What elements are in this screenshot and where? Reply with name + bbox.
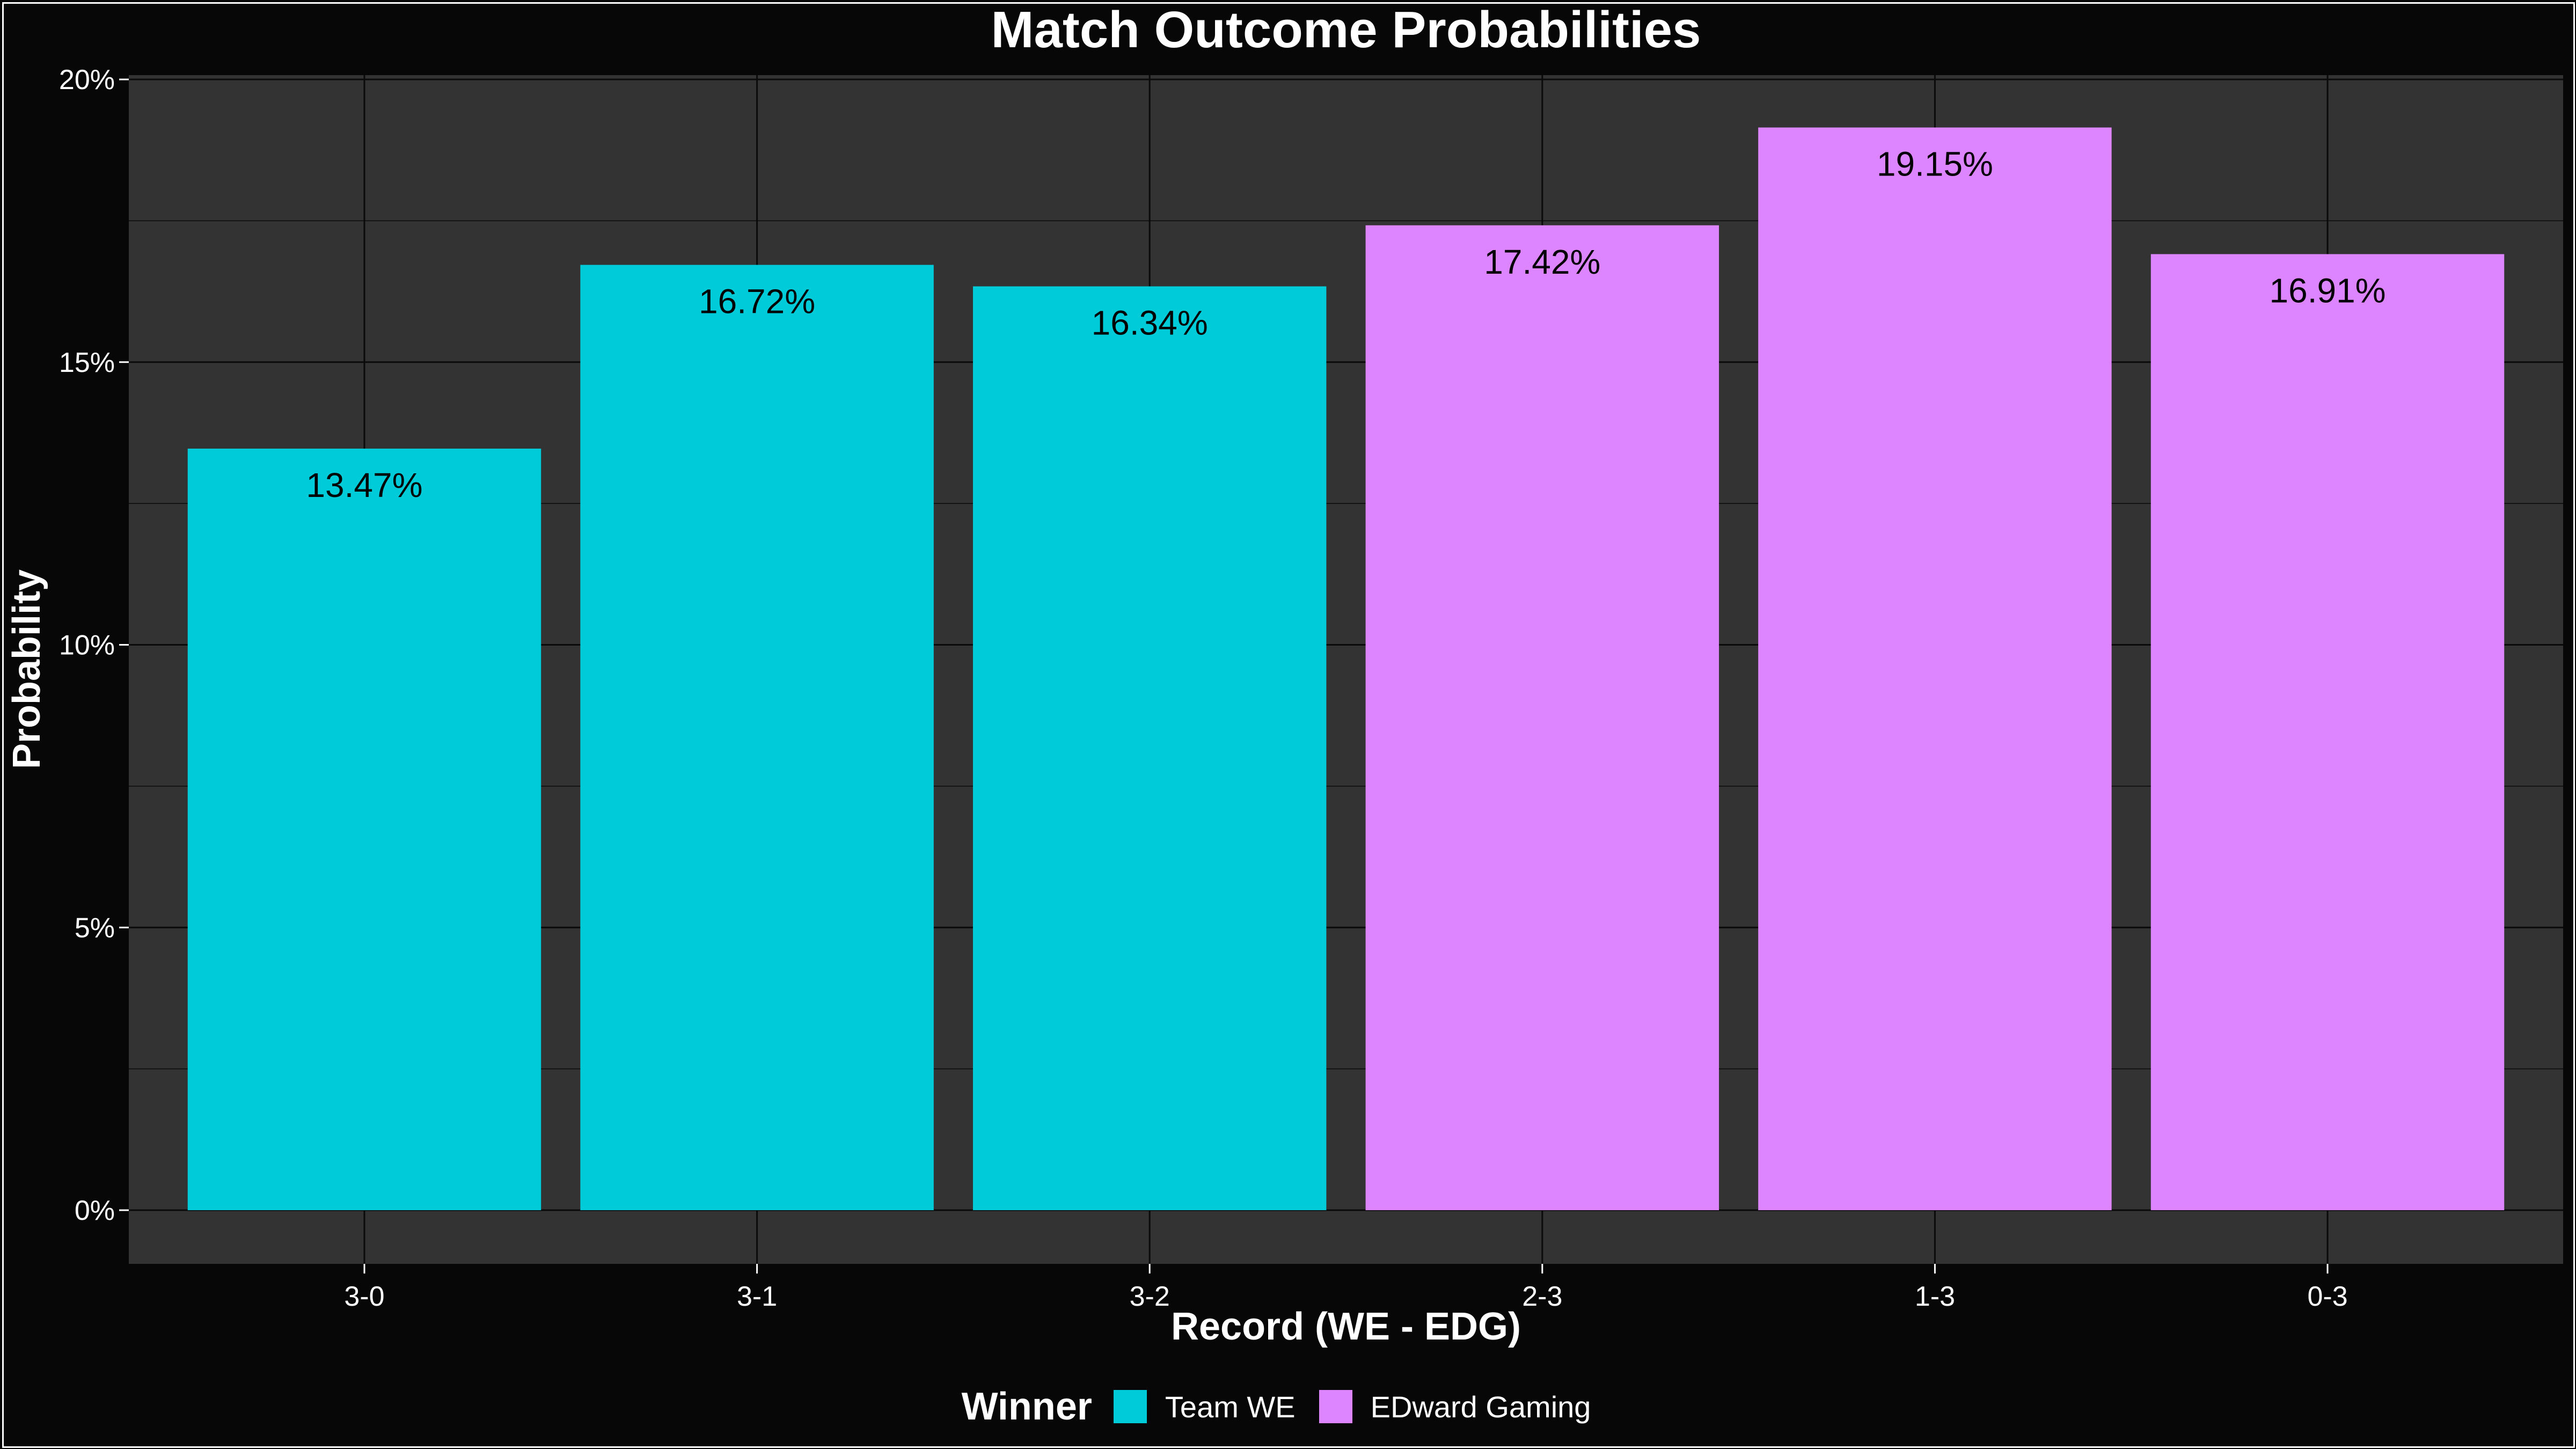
x-tick-label: 3-1 (737, 1281, 777, 1312)
chart-title: Match Outcome Probabilities (991, 1, 1701, 58)
x-tick-label: 2-3 (1522, 1281, 1562, 1312)
legend-title: Winner (961, 1385, 1092, 1428)
legend-label-team-we: Team WE (1165, 1389, 1296, 1424)
bar-value-label: 13.47% (306, 466, 422, 504)
bar (2150, 254, 2505, 1210)
x-tick-label: 3-2 (1130, 1281, 1170, 1312)
bar (972, 286, 1327, 1210)
bar (187, 448, 541, 1210)
legend-label-edward-gaming: EDward Gaming (1370, 1389, 1591, 1424)
legend: Winner Team WE EDward Gaming (0, 1381, 2576, 1432)
bar-value-label: 16.72% (699, 282, 815, 321)
y-tick-label: 5% (75, 912, 115, 943)
legend-item-team-we: Team WE (1113, 1389, 1296, 1424)
y-tick-label: 0% (75, 1195, 115, 1226)
legend-swatch-team-we (1113, 1390, 1147, 1423)
y-tick-label: 20% (59, 64, 115, 96)
legend-swatch-edward-gaming (1319, 1390, 1352, 1423)
x-tick-label: 0-3 (2307, 1281, 2347, 1312)
bar (1365, 225, 1719, 1211)
y-axis-title: Probability (5, 569, 48, 769)
y-tick-label: 15% (59, 347, 115, 378)
x-axis: 3-0 3-1 3-2 2-3 1-3 0-3 (344, 1264, 2348, 1312)
legend-item-edward-gaming: EDward Gaming (1319, 1389, 1591, 1424)
y-axis: 0% 5% 10% 15% 20% (59, 64, 129, 1226)
x-tick-label: 1-3 (1915, 1281, 1955, 1312)
bars: 13.47% 16.72% 16.34% 17.42% 19.15% 16.91% (187, 127, 2505, 1211)
bar (580, 265, 934, 1211)
bar (1758, 127, 2112, 1211)
bar-value-label: 19.15% (1877, 145, 1993, 184)
y-tick-label: 10% (59, 630, 115, 661)
x-axis-title: Record (WE - EDG) (1171, 1305, 1521, 1348)
bar-value-label: 16.34% (1092, 304, 1208, 342)
bar-value-label: 16.91% (2270, 272, 2386, 310)
x-tick-label: 3-0 (344, 1281, 384, 1312)
bar-value-label: 17.42% (1484, 243, 1600, 281)
